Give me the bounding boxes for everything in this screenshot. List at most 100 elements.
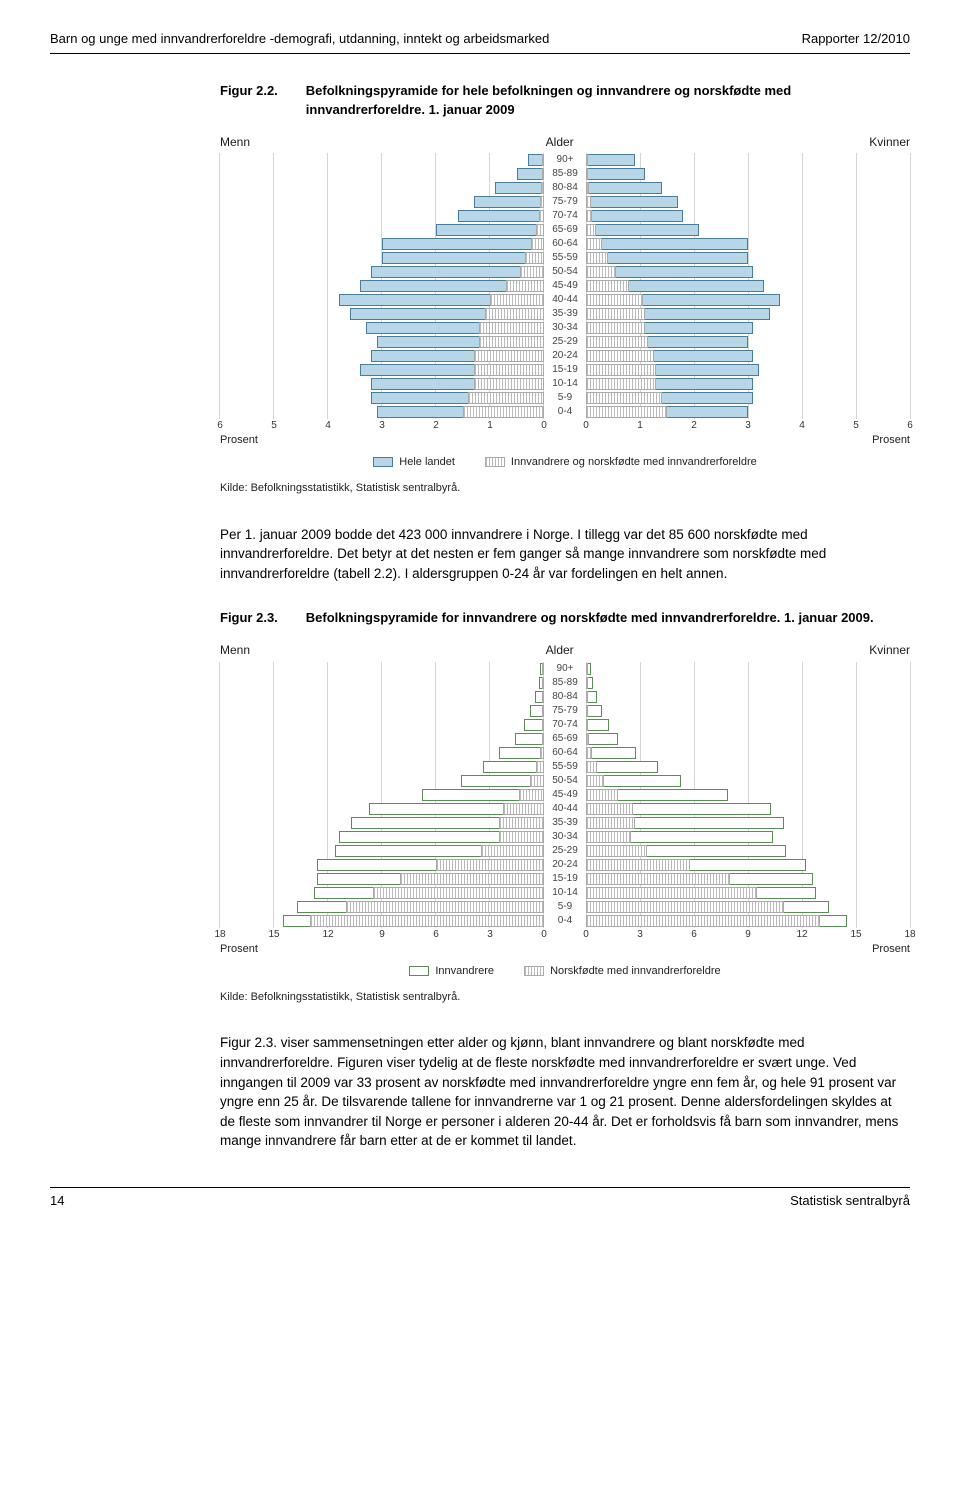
age-label: 65-69 [544,223,586,237]
bar-inner [539,210,544,222]
fig23-right-title: Kvinner [869,642,910,659]
bar-inner [542,154,544,166]
fig22-legend: Hele landet Innvandrere og norskfødte me… [220,455,910,471]
bar-outer [483,761,544,773]
age-label: 10-14 [544,886,586,900]
bar-inner [586,182,589,194]
bar-inner [479,322,544,334]
bar-inner [586,336,648,348]
x-tick: 5 [853,419,859,434]
bar-inner [499,817,544,829]
bar-inner [531,238,545,250]
age-label: 90+ [544,662,586,676]
age-label: 15-19 [544,363,586,377]
bar-outer [586,182,662,194]
bar-inner [586,817,635,829]
x-tick: 3 [379,419,385,434]
x-tick: 6 [433,928,439,943]
age-label: 65-69 [544,732,586,746]
bar-inner [485,308,544,320]
age-label: 55-59 [544,251,586,265]
bar-outer [586,733,618,745]
age-label: 90+ [544,153,586,167]
bar-inner [530,775,544,787]
bar-inner [586,294,643,306]
age-label: 60-64 [544,746,586,760]
age-label: 55-59 [544,760,586,774]
bar-outer [495,182,544,194]
bar-inner [586,859,690,871]
bar-inner [586,252,608,264]
bar-inner [586,392,662,404]
age-label: 30-34 [544,830,586,844]
age-label: 5-9 [544,900,586,914]
age-label: 40-44 [544,293,586,307]
bar-inner [506,280,544,292]
bar-inner [373,887,544,899]
bar-inner [481,845,544,857]
age-label: 40-44 [544,802,586,816]
page-header: Barn og unge med innvandrerforeldre -dem… [50,30,910,54]
bar-inner [542,691,544,703]
bar-inner [586,775,604,787]
bar-inner [542,719,544,731]
bar-inner [490,294,544,306]
bar-inner [536,761,544,773]
bar-outer [436,224,544,236]
x-tick: 12 [796,928,807,943]
x-tick: 3 [745,419,751,434]
bar-outer [586,238,748,250]
fig22-x-label-right: Prosent [872,433,910,449]
age-label: 85-89 [544,167,586,181]
bar-inner [586,789,618,801]
fig22-legend-2: Innvandrere og norskfødte med innvandrer… [511,456,757,468]
age-label: 20-24 [544,349,586,363]
figure-2-2-caption: Figur 2.2. Befolkningspyramide for hele … [220,82,910,120]
bar-outer [458,210,544,222]
bar-outer [586,705,602,717]
age-label: 25-29 [544,335,586,349]
bar-inner [400,873,544,885]
bar-inner [468,392,544,404]
footer-left: 14 [50,1192,64,1211]
x-tick: 12 [322,928,333,943]
fig23-legend-1: Innvandrere [435,965,494,977]
bar-outer [517,168,544,180]
figure-2-2-pyramid: Menn Alder Kvinner 90+85-8980-8475-7970-… [220,134,910,471]
age-label: 75-79 [544,195,586,209]
bar-outer [515,733,544,745]
x-tick: 9 [745,928,751,943]
age-label: 35-39 [544,816,586,830]
fig23-legend: Innvandrere Norskfødte med innvandrerfor… [220,964,910,980]
page-footer: 14 Statistisk sentralbyrå [50,1187,910,1211]
bar-inner [310,915,544,927]
bar-outer [586,196,678,208]
x-tick: 6 [691,928,697,943]
bar-inner [474,350,544,362]
age-label: 0-4 [544,914,586,928]
age-label: 15-19 [544,872,586,886]
fig22-right-title: Kvinner [869,134,910,151]
x-tick: 0 [541,928,547,943]
bar-inner [586,691,588,703]
fig22-source: Kilde: Befolkningsstatistikk, Statistisk… [220,481,910,497]
age-label: 0-4 [544,405,586,419]
bar-outer [586,252,748,264]
bar-inner [586,761,597,773]
bar-inner [586,733,589,745]
x-tick: 15 [268,928,279,943]
fig22-left-title: Menn [220,134,250,151]
x-tick: 18 [904,928,915,943]
age-label: 10-14 [544,377,586,391]
bar-inner [436,859,544,871]
fig22-legend-1: Hele landet [399,456,455,468]
bar-inner [541,182,544,194]
figure-2-2-label: Figur 2.2. [220,82,278,120]
bar-inner [586,322,645,334]
x-tick: 4 [325,419,331,434]
bar-inner [525,252,544,264]
figure-2-3-text: Befolkningspyramide for innvandrere og n… [306,609,910,628]
fig23-x-label-left: Prosent [220,942,258,958]
bar-inner [586,901,784,913]
bar-inner [586,677,588,689]
